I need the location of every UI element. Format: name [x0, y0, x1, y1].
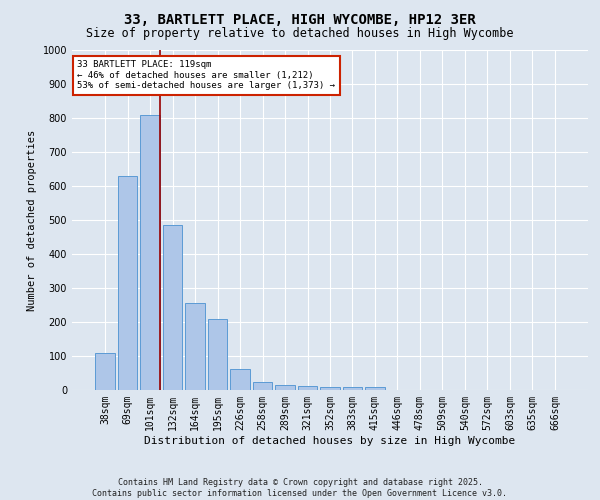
Bar: [118, 176, 137, 390]
Bar: [140, 114, 160, 390]
Bar: [95, 352, 115, 390]
Text: 33 BARTLETT PLACE: 119sqm
← 46% of detached houses are smaller (1,212)
53% of se: 33 BARTLETT PLACE: 119sqm ← 46% of detac…: [77, 60, 335, 90]
Bar: [230, 369, 250, 390]
Bar: [275, 385, 295, 390]
X-axis label: Distribution of detached houses by size in High Wycombe: Distribution of detached houses by size …: [145, 436, 515, 446]
Bar: [185, 304, 205, 390]
Text: 33, BARTLETT PLACE, HIGH WYCOMBE, HP12 3ER: 33, BARTLETT PLACE, HIGH WYCOMBE, HP12 3…: [124, 12, 476, 26]
Bar: [298, 386, 317, 390]
Bar: [343, 388, 362, 390]
Bar: [253, 382, 272, 390]
Bar: [320, 388, 340, 390]
Text: Contains HM Land Registry data © Crown copyright and database right 2025.
Contai: Contains HM Land Registry data © Crown c…: [92, 478, 508, 498]
Text: Size of property relative to detached houses in High Wycombe: Size of property relative to detached ho…: [86, 28, 514, 40]
Y-axis label: Number of detached properties: Number of detached properties: [27, 130, 37, 310]
Bar: [365, 388, 385, 390]
Bar: [208, 318, 227, 390]
Bar: [163, 225, 182, 390]
